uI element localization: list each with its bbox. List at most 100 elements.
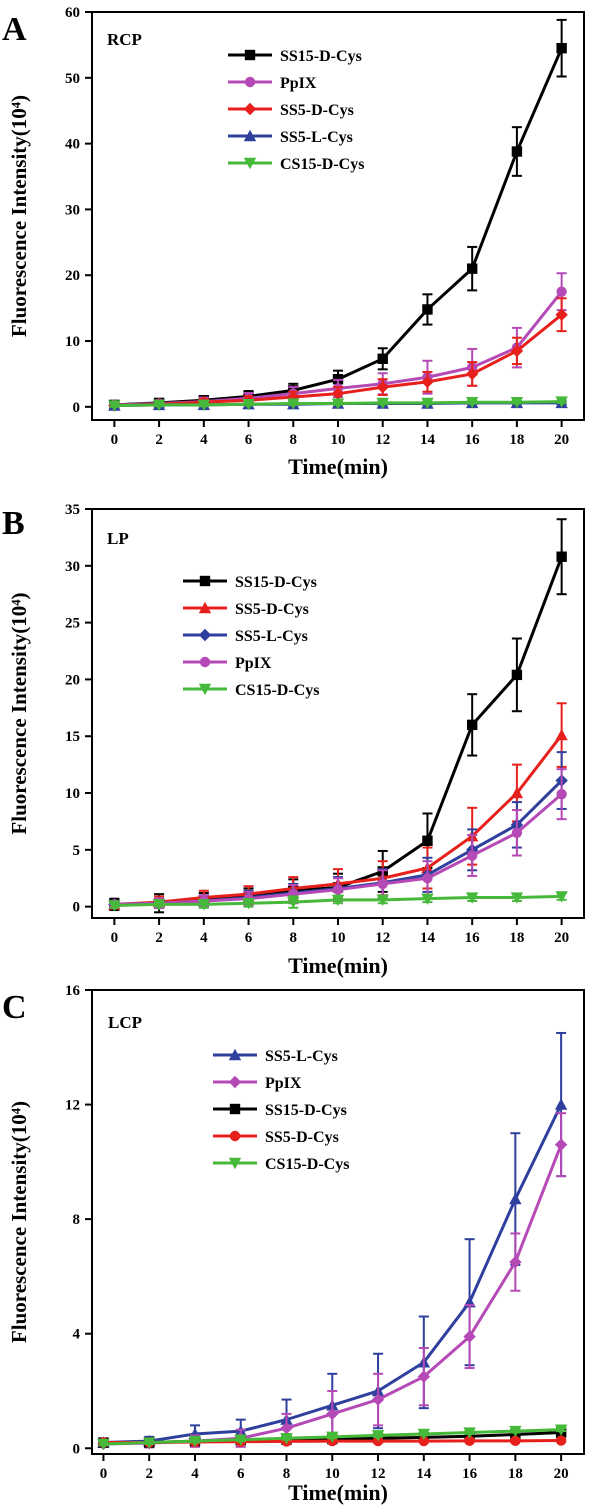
data-point [197, 399, 211, 412]
x-tick-label: 16 [465, 432, 481, 448]
data-point [377, 878, 388, 890]
data-point [555, 308, 568, 321]
data-point [466, 850, 478, 861]
legend-marker [243, 129, 257, 142]
data-point [509, 1255, 522, 1269]
x-tick-label: 12 [371, 1466, 386, 1482]
x-tick-label: 16 [465, 930, 481, 946]
y-tick-label: 5 [73, 843, 81, 859]
series-cs15-d-cys [108, 396, 568, 412]
data-point [97, 1438, 110, 1451]
x-tick-label: 6 [245, 930, 253, 946]
series-cs15-d-cys [97, 1424, 568, 1451]
x-tick-label: 2 [155, 930, 163, 946]
x-tick-label: 14 [420, 930, 436, 946]
data-point [234, 1434, 247, 1446]
data-point [463, 1427, 476, 1439]
x-axis-label: Time(min) [288, 454, 388, 479]
data-point [554, 1138, 568, 1151]
data-point [463, 1330, 476, 1343]
x-tick-label: 2 [145, 1466, 153, 1482]
x-tick-label: 6 [237, 1466, 245, 1482]
legend-label: SS15-D-Cys [280, 48, 362, 65]
legend-marker [228, 1075, 242, 1089]
y-tick-label: 60 [65, 5, 80, 21]
data-point [421, 375, 434, 389]
data-point [422, 835, 433, 846]
data-point [422, 304, 433, 315]
data-point [418, 1435, 430, 1447]
y-tick-label: 8 [73, 1212, 81, 1228]
y-tick-label: 30 [65, 202, 80, 218]
data-point [326, 1407, 339, 1421]
y-tick-label: 40 [65, 137, 80, 153]
legend-label: SS5-D-Cys [265, 1129, 339, 1146]
data-point [465, 397, 479, 409]
data-point [376, 894, 389, 907]
data-point [510, 397, 524, 409]
y-tick-label: 10 [65, 334, 80, 350]
y-tick-label: 20 [65, 268, 80, 284]
legend-label: PpIX [235, 655, 272, 672]
y-tick-label: 10 [65, 786, 80, 802]
data-point [555, 728, 568, 741]
data-point [511, 669, 523, 681]
y-tick-label: 50 [65, 71, 80, 87]
data-point [188, 1435, 202, 1448]
y-tick-label: 4 [73, 1327, 81, 1343]
data-point [108, 900, 121, 912]
y-tick-label: 25 [65, 616, 80, 632]
legend-label: SS5-L-Cys [280, 129, 353, 146]
x-axis-label: Time(min) [288, 1480, 388, 1505]
data-point [555, 891, 568, 903]
panel-tag: LP [107, 529, 129, 548]
x-tick-label: 18 [508, 1466, 523, 1482]
x-tick-label: 8 [290, 432, 298, 448]
y-tick-label: 12 [65, 1098, 80, 1114]
legend-entry: SS5-L-Cys [183, 628, 308, 645]
y-axis-label: Fluorescence Intensity(10⁴) [7, 95, 31, 337]
y-tick-label: 16 [65, 983, 81, 999]
x-tick-label: 0 [111, 432, 119, 448]
legend-entry: SS5-D-Cys [213, 1129, 339, 1146]
legend-label: CS15-D-Cys [280, 156, 364, 173]
y-tick-label: 20 [65, 672, 80, 688]
x-tick-label: 2 [155, 432, 163, 448]
panel-letter: C [2, 989, 27, 1026]
data-point [555, 1435, 567, 1446]
x-tick-label: 18 [509, 930, 524, 946]
legend-entry: CS15-D-Cys [183, 682, 319, 699]
data-point [197, 899, 211, 911]
data-point [422, 873, 433, 884]
data-point [421, 397, 434, 410]
panel-letter: A [2, 11, 27, 48]
legend-marker [199, 656, 211, 668]
legend-label: CS15-D-Cys [265, 1156, 349, 1173]
legend-marker [243, 102, 257, 116]
legend-entry: SS15-D-Cys [183, 574, 317, 591]
legend-marker [243, 157, 257, 170]
y-tick-label: 30 [65, 559, 80, 575]
x-tick-label: 8 [283, 1466, 291, 1482]
data-point [511, 827, 523, 838]
y-tick-label: 0 [73, 1441, 81, 1457]
data-point [556, 788, 567, 800]
data-point [417, 1428, 431, 1441]
legend-label: SS15-D-Cys [265, 1102, 347, 1119]
data-point [555, 396, 568, 408]
x-tick-label: 0 [111, 930, 119, 946]
chart-panel-a: A RCP 0 2 4 6 8 10 12 14 16 18 20 0 10 20 30 40 50 60 Time(m… [2, 5, 585, 479]
data-point [556, 286, 567, 297]
y-tick-label: 35 [65, 502, 80, 518]
data-point [465, 892, 479, 904]
data-point [554, 1424, 568, 1436]
legend-label: SS5-L-Cys [235, 628, 308, 645]
data-point [331, 894, 345, 907]
data-point [510, 892, 524, 904]
series-ss15-d-cys [109, 518, 567, 914]
legend-marker [229, 1103, 241, 1115]
data-point [280, 1422, 293, 1435]
data-point [510, 1435, 521, 1447]
x-tick-label: 18 [509, 432, 524, 448]
data-point [554, 1098, 568, 1110]
